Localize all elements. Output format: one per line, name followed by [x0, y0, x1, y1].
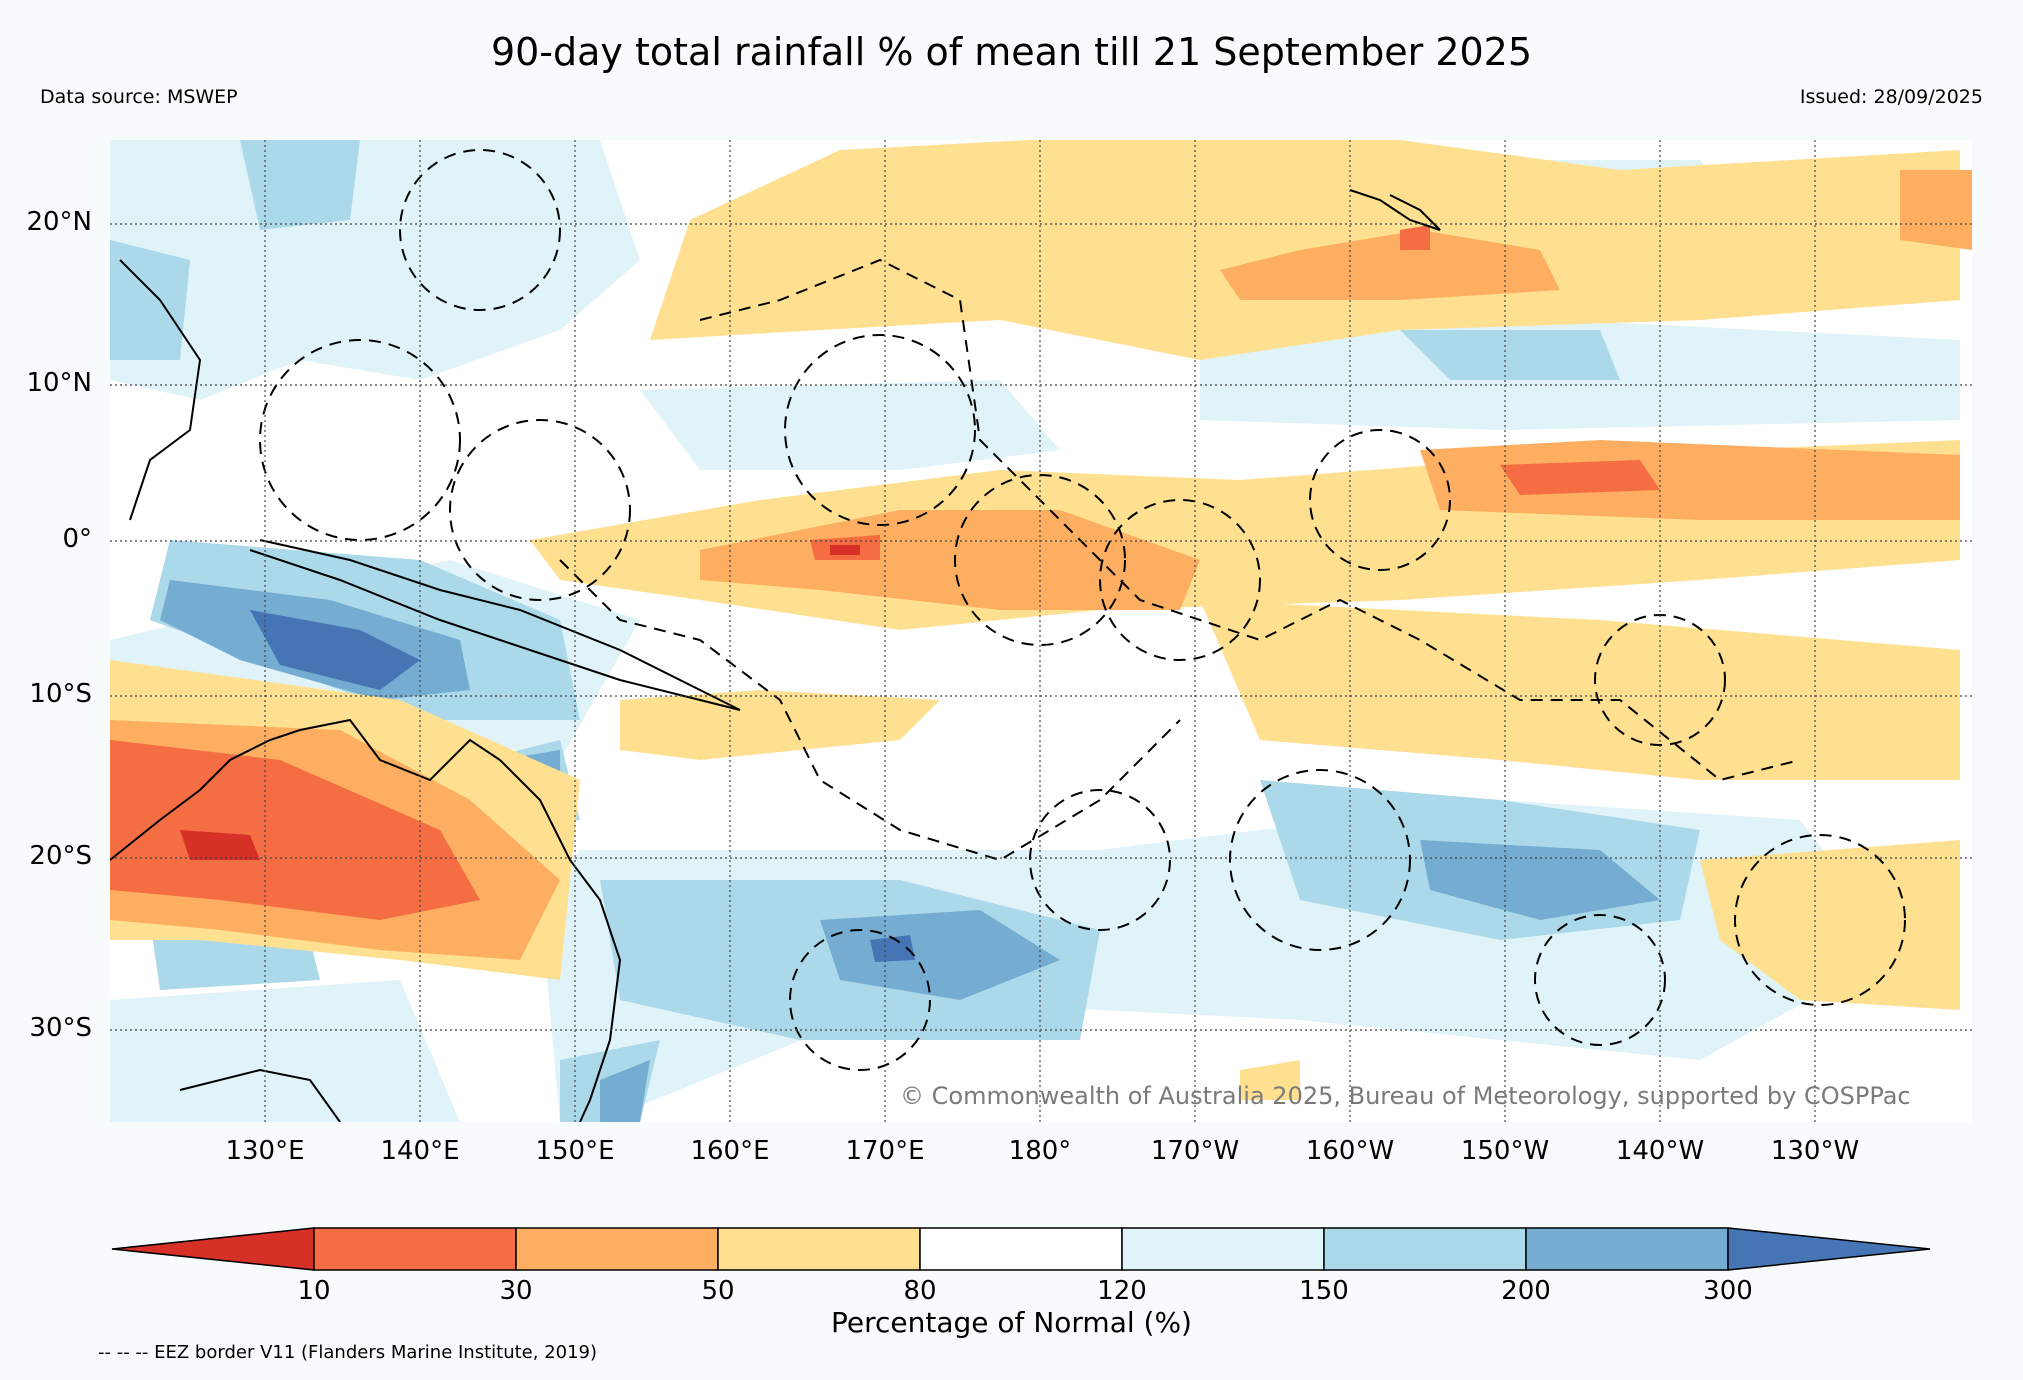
rain-field-10-30 [110, 225, 1660, 920]
lon-label-170e: 170°E [845, 1136, 925, 1166]
colorbar-extend-low [111, 1227, 315, 1271]
colorbar-tick: 120 [1097, 1276, 1147, 1306]
colorbar-tick: 30 [499, 1276, 533, 1306]
lon-label-160e: 160°E [690, 1136, 770, 1166]
data-source: Data source: MSWEP [40, 86, 238, 108]
lat-label-10n: 10°N [26, 368, 92, 398]
lat-label-equator: 0° [62, 524, 92, 554]
lat-label-20n: 20°N [26, 207, 92, 237]
colorbar-tick: 50 [701, 1276, 735, 1306]
rain-field-below-10 [180, 545, 860, 860]
colorbar-tick: 200 [1501, 1276, 1551, 1306]
eez-footnote: -- -- -- EEZ border V11 (Flanders Marine… [98, 1342, 598, 1363]
lon-label-160w: 160°W [1305, 1136, 1395, 1166]
copyright-notice: © Commonwealth of Australia 2025, Bureau… [900, 1082, 1911, 1110]
colorbar-extend-high [1727, 1227, 1931, 1271]
lat-label-20s: 20°S [29, 841, 92, 871]
chart-title: 90-day total rainfall % of mean till 21 … [490, 30, 1533, 74]
colorbar-bin-150-200 [1323, 1227, 1527, 1271]
colorbar-bin-80-120 [919, 1227, 1123, 1271]
eez-borders [259, 149, 1906, 1071]
lon-label-180: 180° [1008, 1136, 1072, 1166]
lon-label-150w: 150°W [1460, 1136, 1550, 1166]
colorbar-tick: 80 [903, 1276, 937, 1306]
lon-label-140e: 140°E [380, 1136, 460, 1166]
colorbar-tick: 150 [1299, 1276, 1349, 1306]
rain-field-above-300 [250, 610, 915, 962]
colorbar-label: Percentage of Normal (%) [831, 1306, 1192, 1339]
colorbar-tick: 10 [297, 1276, 331, 1306]
lon-label-130e: 130°E [225, 1136, 305, 1166]
colorbar-bin-50-80 [717, 1227, 921, 1271]
colorbar-bin-30-50 [515, 1227, 719, 1271]
colorbar-bin-120-150 [1121, 1227, 1325, 1271]
issued-date: Issued: 28/09/2025 [1799, 86, 1983, 108]
colorbar-bin-10-30 [313, 1227, 517, 1271]
colorbar [111, 1227, 1931, 1271]
lat-label-30s: 30°S [29, 1013, 92, 1043]
lon-label-130w: 130°W [1770, 1136, 1860, 1166]
coastlines [110, 189, 1441, 1122]
lon-label-170w: 170°W [1150, 1136, 1240, 1166]
graticule [110, 140, 1972, 1122]
colorbar-bin-200-300 [1525, 1227, 1729, 1271]
colorbar-tick: 300 [1703, 1276, 1753, 1306]
lon-label-150e: 150°E [535, 1136, 615, 1166]
lat-label-10s: 10°S [29, 679, 92, 709]
lon-label-140w: 140°W [1615, 1136, 1705, 1166]
